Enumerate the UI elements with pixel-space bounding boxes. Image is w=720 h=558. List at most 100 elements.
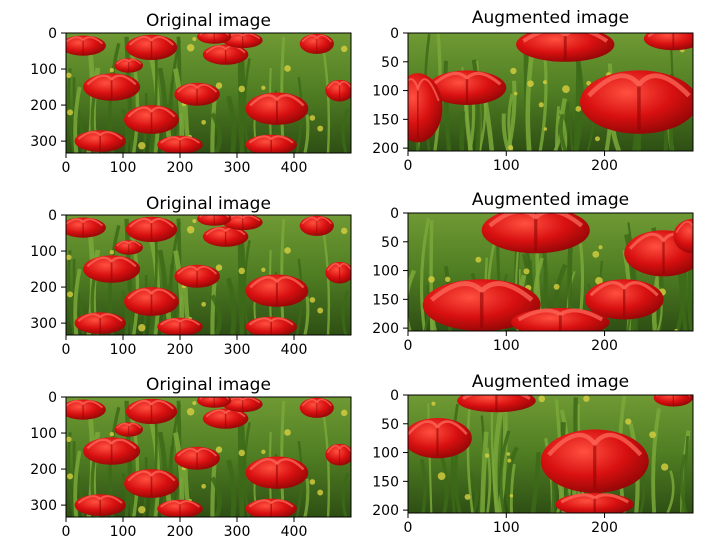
x-tick-label: 0: [404, 338, 413, 354]
y-tick-label: 50: [381, 417, 399, 433]
panel-title: Original image: [146, 194, 271, 214]
x-tick-label: 100: [110, 160, 137, 176]
y-tick-label: 200: [30, 98, 57, 114]
tulip-13: [197, 397, 232, 408]
original-image-panel-2: Original image 0 100 200 300 400 0 100 200 300: [30, 194, 352, 358]
x-tick-label: 100: [110, 342, 137, 358]
y-tick-label: 200: [30, 462, 57, 478]
tulip-2: [540, 429, 649, 493]
y-tick-label: 0: [390, 388, 399, 404]
y-tick-label: 100: [30, 426, 57, 442]
axes-frame: [407, 212, 694, 332]
image-content: [66, 215, 351, 335]
tulip-2: [202, 44, 249, 65]
tulip-6: [124, 287, 179, 316]
x-tick-label: 200: [167, 524, 194, 540]
tulip-1: [125, 398, 178, 425]
tulip-1: [125, 216, 178, 243]
tulip-10: [74, 312, 126, 334]
tulip-13: [197, 215, 232, 226]
tulip-2: [202, 226, 249, 247]
x-tick-label: 400: [281, 524, 308, 540]
tulip-4: [299, 33, 334, 54]
augmented-image-panel-1: Augmented image 0 100 200 0 50 100 150 200: [372, 8, 694, 174]
x-tick-label: 200: [167, 160, 194, 176]
panel-title: Original image: [146, 11, 271, 31]
image-content: [408, 33, 693, 151]
tulip-9: [325, 443, 351, 466]
y-tick-label: 0: [390, 26, 399, 42]
tulip-3: [222, 33, 263, 49]
x-tick-label: 0: [404, 520, 413, 536]
tulip-11: [157, 499, 203, 517]
x-tick-label: 300: [224, 160, 251, 176]
tulip-6: [124, 105, 179, 134]
y-tick-label: 150: [372, 474, 399, 490]
tulip-12: [245, 316, 297, 335]
panel-title: Augmented image: [472, 8, 629, 28]
original-image-panel-3: Original image 0 100 200 300 400 0 100 200 300: [30, 375, 352, 540]
tulip-0: [66, 399, 106, 420]
tulip-6: [124, 469, 179, 498]
tulip-11: [157, 317, 203, 335]
axes-frame: [65, 214, 352, 336]
tulip-3: [580, 70, 693, 134]
y-tick-label: 100: [372, 84, 399, 100]
x-tick-label: 200: [591, 520, 618, 536]
tulip-4: [511, 307, 610, 331]
y-tick-label: 50: [381, 235, 399, 251]
axes-frame: [65, 32, 352, 154]
axes-frame: [407, 32, 694, 152]
tulip-4: [299, 215, 334, 236]
tulip-7: [174, 82, 220, 106]
x-tick-label: 300: [224, 342, 251, 358]
y-tick-label: 200: [372, 141, 399, 157]
tulip-2: [422, 279, 541, 331]
tulip-0: [481, 213, 590, 254]
tulip-7: [174, 264, 220, 288]
tulip-12: [245, 498, 297, 517]
tulip-13: [197, 33, 232, 44]
tulip-3: [222, 397, 263, 413]
y-tick-label: 200: [30, 280, 57, 296]
tulip-5: [83, 437, 141, 465]
tulip-14: [114, 58, 143, 73]
tulip-11: [157, 135, 203, 153]
tulip-0: [66, 217, 106, 238]
image-content: [66, 397, 351, 517]
tulip-0: [457, 395, 536, 413]
tulip-1: [427, 70, 507, 105]
tulip-2: [202, 408, 249, 429]
panel-title: Original image: [146, 375, 271, 395]
tulip-10: [74, 494, 126, 516]
x-tick-label: 100: [110, 524, 137, 540]
x-tick-label: 200: [167, 342, 194, 358]
y-tick-label: 0: [48, 208, 57, 224]
panel-title: Augmented image: [472, 372, 629, 392]
y-tick-label: 0: [48, 390, 57, 406]
x-tick-label: 100: [493, 158, 520, 174]
y-tick-label: 100: [372, 446, 399, 462]
tulip-12: [245, 134, 297, 153]
y-tick-label: 300: [30, 316, 57, 332]
original-image-panel-1: Original image 0 100 200 300 400 0 100 200 300: [30, 11, 352, 176]
tulip-4: [653, 395, 693, 407]
y-tick-label: 0: [48, 26, 57, 42]
tulip-3: [555, 492, 635, 513]
tulip-10: [74, 130, 126, 152]
y-tick-label: 200: [372, 503, 399, 519]
tulip-14: [114, 240, 143, 255]
y-tick-label: 50: [381, 55, 399, 71]
x-tick-label: 0: [404, 158, 413, 174]
y-tick-label: 100: [372, 264, 399, 280]
tulip-5: [83, 255, 141, 283]
x-tick-label: 200: [591, 158, 618, 174]
tulip-8: [245, 274, 309, 307]
x-tick-label: 300: [224, 524, 251, 540]
y-tick-label: 200: [372, 321, 399, 337]
y-tick-label: 150: [372, 112, 399, 128]
y-tick-label: 0: [390, 206, 399, 222]
image-content: [408, 395, 693, 513]
x-tick-label: 400: [281, 160, 308, 176]
